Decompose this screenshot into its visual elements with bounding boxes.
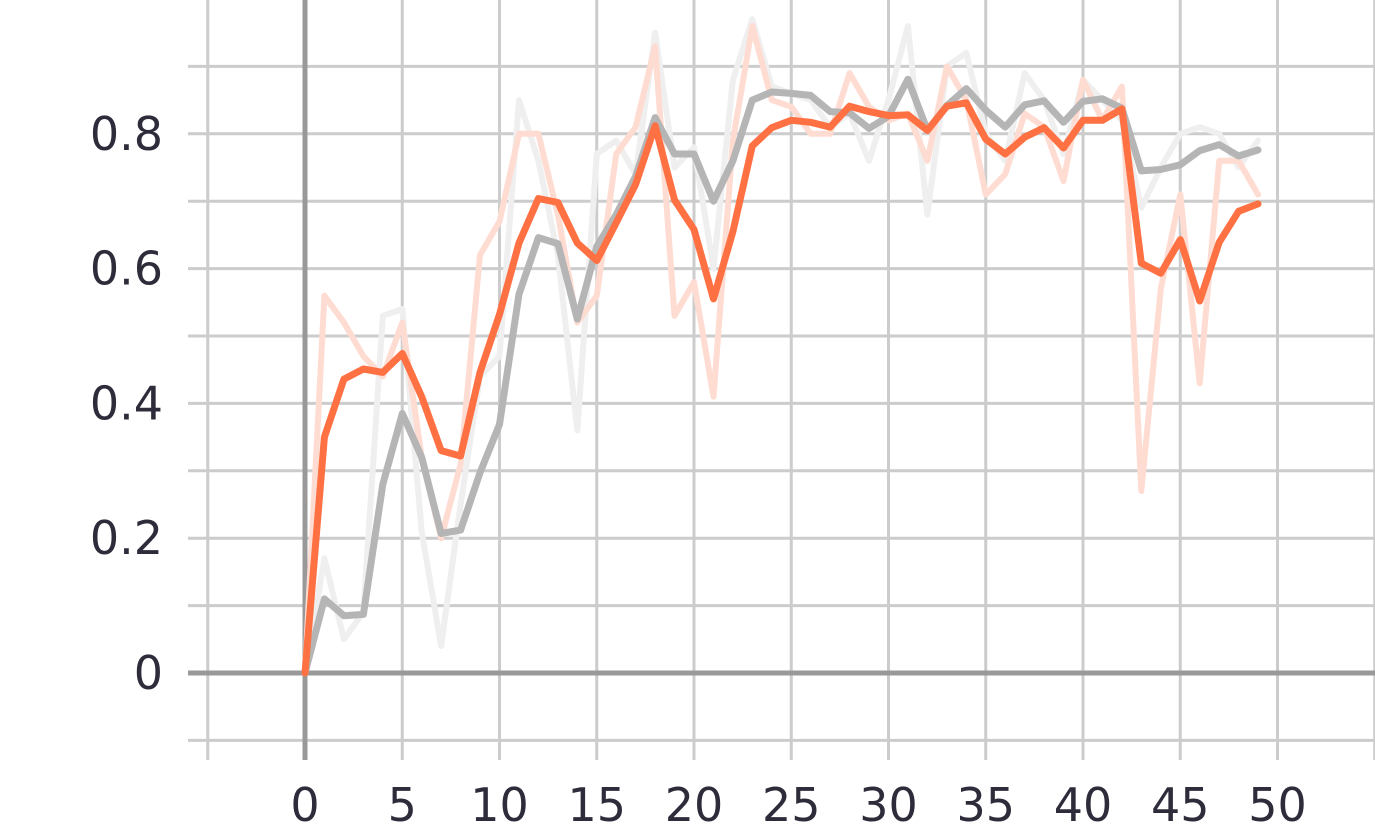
tick-labels: 0 5 10 15 20 25 30 35 40 45 50 0 0.2 0.4 0.6 0.8 xyxy=(90,107,1307,832)
x-tick-label: 30 xyxy=(859,778,918,832)
series-line-smoothed-gray xyxy=(301,75,1262,677)
x-tick-label: 45 xyxy=(1151,778,1210,832)
x-tick-label: 50 xyxy=(1248,778,1307,832)
x-tick-label: 15 xyxy=(567,778,626,832)
x-tick-label: 25 xyxy=(762,778,821,832)
x-tick-label: 10 xyxy=(470,778,529,832)
x-tick-label: 35 xyxy=(956,778,1015,832)
y-tick-label: 0.4 xyxy=(90,376,163,430)
x-tick-label: 20 xyxy=(665,778,724,832)
y-tick-label: 0.6 xyxy=(90,242,163,296)
x-tick-label: 0 xyxy=(290,778,319,832)
x-tick-label: 5 xyxy=(388,778,417,832)
y-tick-label: 0.8 xyxy=(90,107,163,161)
series-line-raw-gray_raw xyxy=(302,16,1261,676)
series-lines xyxy=(301,16,1262,677)
y-tick-label: 0 xyxy=(134,646,163,700)
x-tick-label: 40 xyxy=(1054,778,1113,832)
y-tick-label: 0.2 xyxy=(90,511,163,565)
series-line-smoothed-orange xyxy=(301,99,1262,677)
